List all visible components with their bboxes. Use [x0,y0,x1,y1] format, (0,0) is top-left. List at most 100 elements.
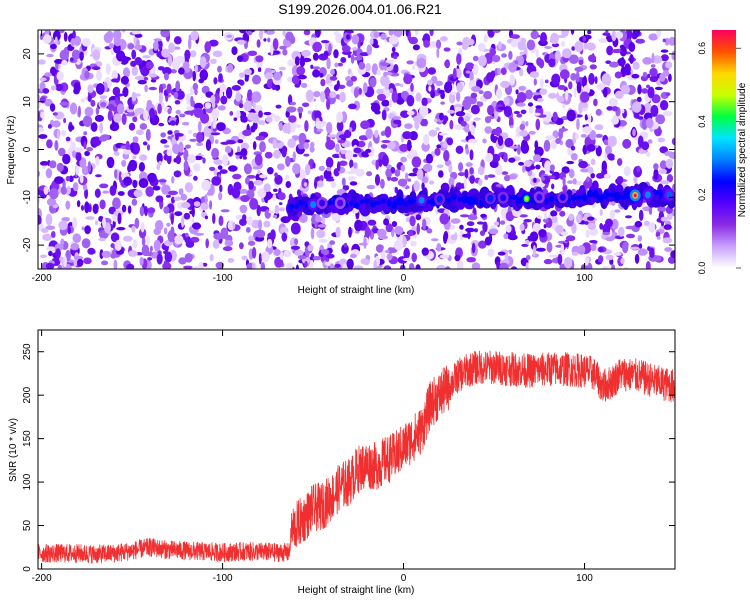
noise-blob [166,83,172,94]
noise-blob [608,156,615,161]
noise-blob [178,188,184,196]
noise-blob [516,144,521,156]
noise-blob [358,61,366,70]
noise-blob [59,101,69,106]
noise-blob [622,241,629,254]
noise-blob [183,265,193,269]
noise-blob [544,160,552,172]
noise-blob [258,120,266,126]
noise-blob [196,131,204,143]
noise-blob [615,31,624,39]
noise-blob [446,137,454,146]
noise-blob [255,229,266,238]
noise-blob [131,49,137,60]
noise-blob [532,245,537,257]
noise-blob [283,250,292,258]
noise-blob [79,174,84,184]
noise-blob [220,95,228,105]
noise-blob [110,243,115,249]
noise-blob [455,91,461,102]
peak-core [500,194,507,202]
noise-blob [510,34,520,39]
noise-blob [374,129,379,139]
noise-blob [497,169,503,174]
noise-blob [72,150,77,158]
noise-blob [651,52,655,64]
noise-blob [146,144,151,151]
noise-blob [46,197,57,206]
noise-blob [251,247,257,259]
noise-blob [116,50,126,62]
noise-blob [503,96,510,106]
noise-blob [122,235,133,242]
noise-blob [169,120,176,126]
noise-blob [138,228,147,239]
noise-blob [493,221,500,226]
noise-blob [205,139,212,151]
noise-blob [469,149,474,161]
noise-blob [189,50,197,58]
noise-blob [66,185,71,195]
noise-blob [95,107,100,116]
noise-blob [657,236,661,240]
y-tick-label: 200 [22,386,33,403]
noise-blob [544,46,552,49]
noise-blob [423,40,430,48]
noise-blob [99,122,103,134]
noise-blob [521,165,527,173]
noise-blob [163,206,170,214]
noise-blob [633,175,638,184]
noise-blob [413,180,420,192]
noise-blob [515,126,521,138]
noise-blob [670,250,675,259]
noise-blob [134,57,143,66]
noise-blob [137,79,147,85]
noise-blob [109,122,120,132]
noise-blob [139,123,148,130]
noise-blob [621,108,625,114]
spectrogram-x-axis: -200 -100 0 100 [32,30,593,284]
noise-blob [400,264,406,269]
noise-blob [330,181,336,189]
noise-blob [369,38,374,45]
noise-blob [84,225,91,235]
noise-blob [347,54,351,58]
noise-blob [394,226,404,235]
noise-blob [439,213,450,225]
noise-blob [542,111,553,123]
noise-blob [312,41,322,53]
noise-blob [45,168,53,179]
noise-blob [588,113,592,124]
noise-blob [79,51,84,61]
noise-blob [146,99,153,110]
noise-blob [278,192,286,201]
track-core [473,197,479,205]
noise-blob [341,45,351,53]
noise-blob [73,258,78,267]
track-core [353,201,360,209]
noise-blob [168,190,178,196]
noise-blob [548,254,558,258]
noise-blob [170,213,174,225]
noise-blob [81,238,91,249]
noise-blob [614,90,624,100]
noise-blob [211,109,220,120]
noise-blob [568,54,579,64]
noise-blob [281,145,287,158]
noise-blob [216,122,226,132]
noise-blob [428,129,438,137]
snr-y-axis: 0 50 100 150 200 250 [22,343,675,572]
noise-blob [147,207,156,214]
noise-blob [603,87,608,98]
noise-blob [290,222,301,235]
noise-blob [325,157,334,169]
noise-blob [149,107,155,119]
noise-blob [444,81,453,94]
noise-blob [120,75,129,85]
noise-blob [171,176,175,184]
x-tick-label: 0 [401,273,407,284]
noise-blob [431,238,439,242]
noise-blob [329,91,337,99]
noise-blob [405,30,409,37]
